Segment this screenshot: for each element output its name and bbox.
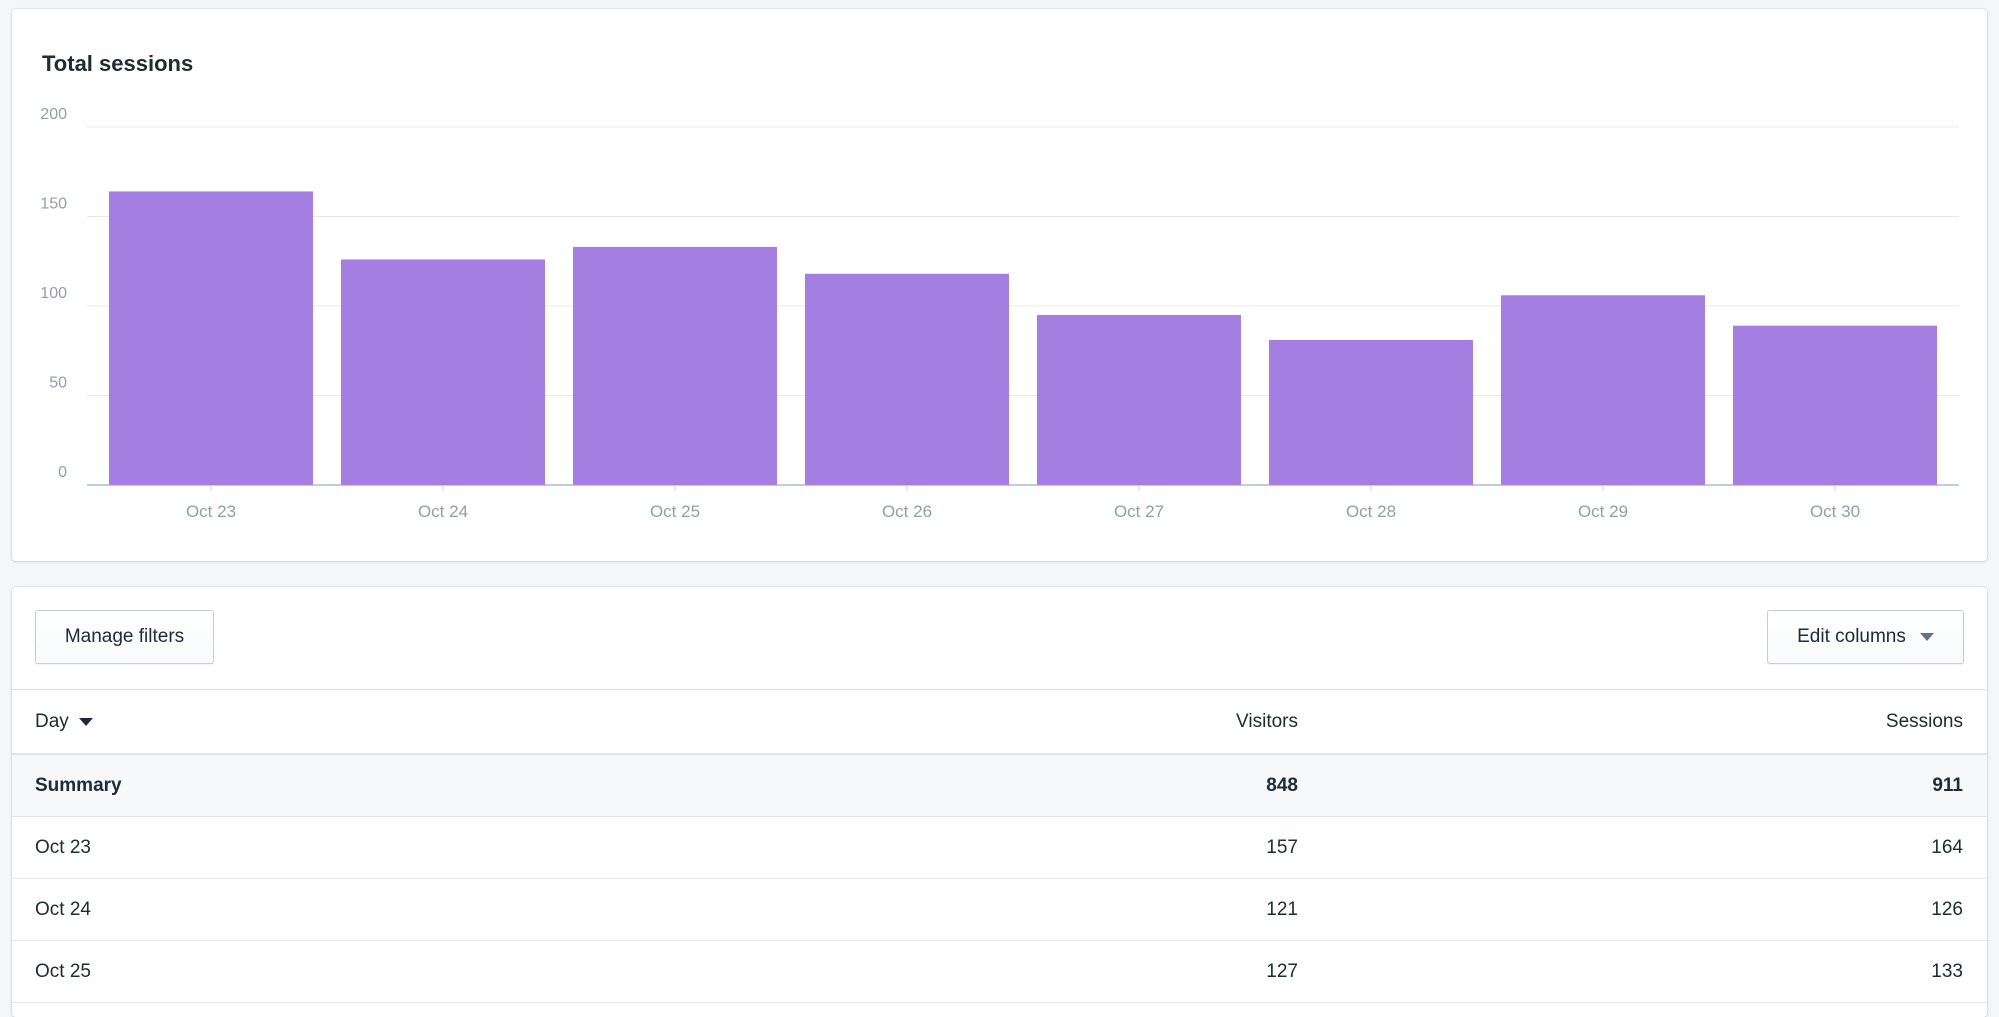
manage-filters-label: Manage filters (64, 626, 185, 647)
summary-row: Summary 848 911 (12, 755, 1987, 817)
y-tick-label: 50 (49, 375, 67, 392)
bar[interactable] (1037, 314, 1241, 485)
bar[interactable] (1501, 295, 1705, 485)
row-visitors: 121 (1266, 898, 1298, 920)
x-tick-label: Oct 27 (1114, 502, 1164, 521)
table-row: Oct 25 127 133 (12, 941, 1987, 1003)
x-tick-label: Oct 23 (186, 502, 236, 521)
summary-label: Summary (35, 774, 122, 796)
column-header-visitors[interactable]: Visitors (1236, 710, 1298, 732)
y-tick-label: 200 (40, 106, 67, 123)
bar[interactable] (805, 273, 1009, 485)
sessions-bar-chart: 0 50 100 150 200 Oct 23 Oct 24 Oct 25 Oct 26 Oct … (40, 106, 1959, 521)
y-tick-label: 150 (40, 196, 67, 213)
x-tick-label: Oct 29 (1578, 502, 1628, 521)
summary-sessions: 911 (1932, 774, 1963, 796)
bar[interactable] (1269, 340, 1473, 485)
y-tick-label: 100 (40, 285, 67, 302)
edit-columns-button[interactable]: Edit columns (1767, 610, 1964, 664)
caret-down-icon (1919, 633, 1934, 641)
row-sessions: 133 (1931, 960, 1963, 982)
row-day: Oct 23 (35, 836, 91, 858)
x-tick-label: Oct 26 (882, 502, 932, 521)
edit-columns-label: Edit columns (1797, 626, 1906, 647)
row-visitors: 127 (1266, 960, 1298, 982)
report-table: Day Visitors Sessions Summary 848 911 Oc… (12, 689, 1987, 1003)
row-visitors: 157 (1266, 836, 1298, 858)
row-day: Oct 25 (35, 960, 91, 982)
column-header-day[interactable]: Day (35, 690, 93, 753)
x-tick-label: Oct 30 (1810, 502, 1860, 521)
summary-visitors: 848 (1266, 774, 1298, 796)
row-sessions: 164 (1931, 836, 1963, 858)
y-tick-label: 0 (58, 464, 67, 481)
row-sessions: 126 (1931, 898, 1963, 920)
x-tick-label: Oct 24 (418, 502, 468, 521)
table-row: Oct 24 121 126 (12, 879, 1987, 941)
report-table-card: Manage filters Edit columns Day Visitors… (12, 587, 1987, 1017)
bar[interactable] (573, 246, 777, 485)
column-header-sessions[interactable]: Sessions (1885, 710, 1963, 732)
sessions-chart-card: Total sessions 0 50 100 150 200 Oct 23 Oct 24 O… (12, 9, 1987, 561)
bar[interactable] (1733, 325, 1937, 485)
bar[interactable] (341, 259, 545, 485)
row-day: Oct 24 (35, 898, 91, 920)
x-tick-label: Oct 25 (650, 502, 700, 521)
x-tick-label: Oct 28 (1346, 502, 1396, 521)
table-header-row: Day Visitors Sessions (12, 689, 1987, 755)
table-row: Oct 23 157 164 (12, 817, 1987, 879)
sort-descending-icon (78, 717, 93, 726)
manage-filters-button[interactable]: Manage filters (35, 610, 214, 664)
chart-title: Total sessions (42, 51, 194, 76)
column-header-day-label: Day (35, 710, 69, 732)
bar[interactable] (109, 191, 313, 485)
